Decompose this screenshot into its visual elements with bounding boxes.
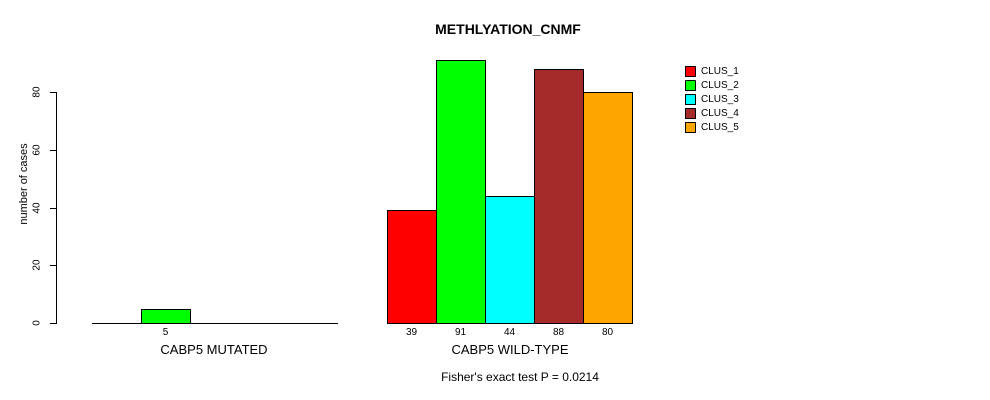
- bar-clus_4-group1: [239, 323, 289, 324]
- y-axis-tick-label: 20: [31, 259, 43, 271]
- group-label-wild-type: CABP5 WILD-TYPE: [451, 342, 569, 357]
- bar-clus_2-group2: [436, 60, 486, 324]
- legend-item-clus-5: CLUS_5: [685, 120, 739, 134]
- bar-value-label: 39: [405, 327, 418, 338]
- bar-value-label: 91: [454, 327, 467, 338]
- bar-clus_5-group1: [288, 323, 338, 324]
- legend-swatch-clus-4: [685, 107, 696, 119]
- y-axis-tick: [50, 150, 57, 151]
- y-axis-tick-label: 60: [31, 144, 43, 156]
- y-axis-tick-label: 0: [31, 320, 43, 326]
- legend-label-clus-1: CLUS_1: [701, 65, 739, 77]
- bar-value-label: 88: [552, 327, 565, 338]
- legend-label-clus-4: CLUS_4: [701, 107, 739, 119]
- legend-item-clus-3: CLUS_3: [685, 92, 739, 106]
- bar-value-label: 5: [162, 327, 169, 338]
- y-axis-tick: [50, 208, 57, 209]
- y-axis-tick-label: 80: [31, 86, 43, 98]
- bar-clus_3-group1: [190, 323, 240, 324]
- legend-swatch-clus-1: [685, 65, 696, 77]
- chart-title: METHLYATION_CNMF: [435, 21, 581, 37]
- legend: CLUS_1 CLUS_2 CLUS_3 CLUS_4 CLUS_5: [685, 64, 739, 134]
- legend-swatch-clus-3: [685, 93, 696, 105]
- y-axis-tick: [50, 265, 57, 266]
- legend-label-clus-2: CLUS_2: [701, 79, 739, 91]
- legend-swatch-clus-5: [685, 121, 696, 133]
- bar-clus_2-group1: [141, 309, 191, 324]
- bar-value-label: 80: [601, 327, 614, 338]
- bar-clus_4-group2: [534, 69, 584, 324]
- y-axis-tick-label: 40: [31, 202, 43, 214]
- legend-label-clus-3: CLUS_3: [701, 93, 739, 105]
- y-axis-tick: [50, 92, 57, 93]
- bar-clus_5-group2: [583, 92, 633, 324]
- bar-value-label: 44: [503, 327, 516, 338]
- bar-clus_3-group2: [485, 196, 535, 324]
- fisher-test-annotation: Fisher's exact test P = 0.0214: [441, 370, 599, 384]
- group-label-mutated: CABP5 MUTATED: [160, 342, 268, 357]
- legend-item-clus-4: CLUS_4: [685, 106, 739, 120]
- legend-item-clus-2: CLUS_2: [685, 78, 739, 92]
- legend-swatch-clus-2: [685, 79, 696, 91]
- bar-clus_1-group1: [92, 323, 142, 324]
- bar-clus_1-group2: [387, 210, 437, 324]
- y-axis-label: number of cases: [18, 143, 30, 225]
- legend-item-clus-1: CLUS_1: [685, 64, 739, 78]
- legend-label-clus-5: CLUS_5: [701, 121, 739, 133]
- y-axis-tick: [50, 323, 57, 324]
